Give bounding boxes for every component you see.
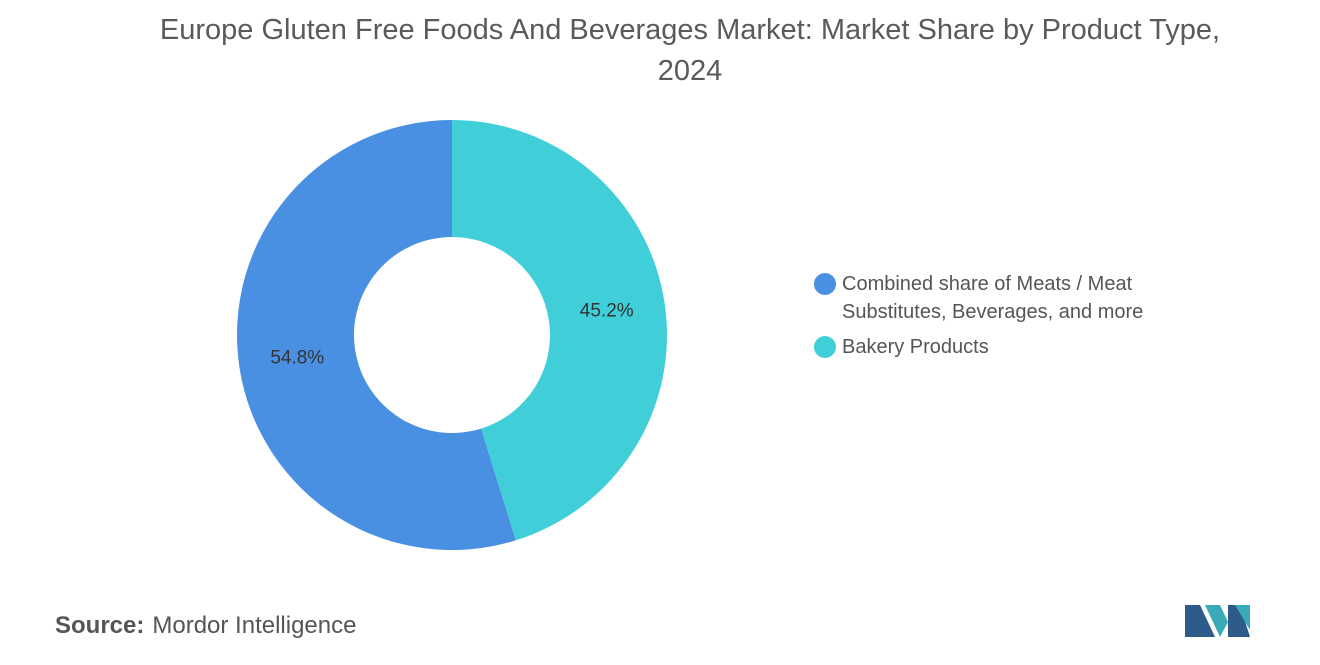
slice: [237, 120, 516, 550]
legend-marker: [814, 336, 836, 358]
value-label: 45.2%: [580, 301, 634, 322]
source: Source: Mordor Intelligence: [55, 612, 356, 640]
logo: [1185, 605, 1250, 637]
legend-marker: [814, 273, 836, 295]
legend-label: Combined share of Meats / Meat Substitut…: [842, 273, 1144, 323]
source-text: Mordor Intelligence: [152, 612, 357, 639]
chart-title: Europe Gluten Free Foods And Beverages M…: [159, 14, 1221, 87]
logo-shape: [1185, 605, 1215, 637]
logo-shape: [1228, 605, 1250, 637]
logo-shape: [1235, 605, 1250, 630]
source-label: Source:: [55, 612, 145, 639]
logo-shape: [1205, 605, 1228, 637]
slice: [452, 120, 667, 541]
value-label: 54.8%: [270, 348, 324, 369]
legend-label: Bakery Products: [842, 336, 989, 358]
